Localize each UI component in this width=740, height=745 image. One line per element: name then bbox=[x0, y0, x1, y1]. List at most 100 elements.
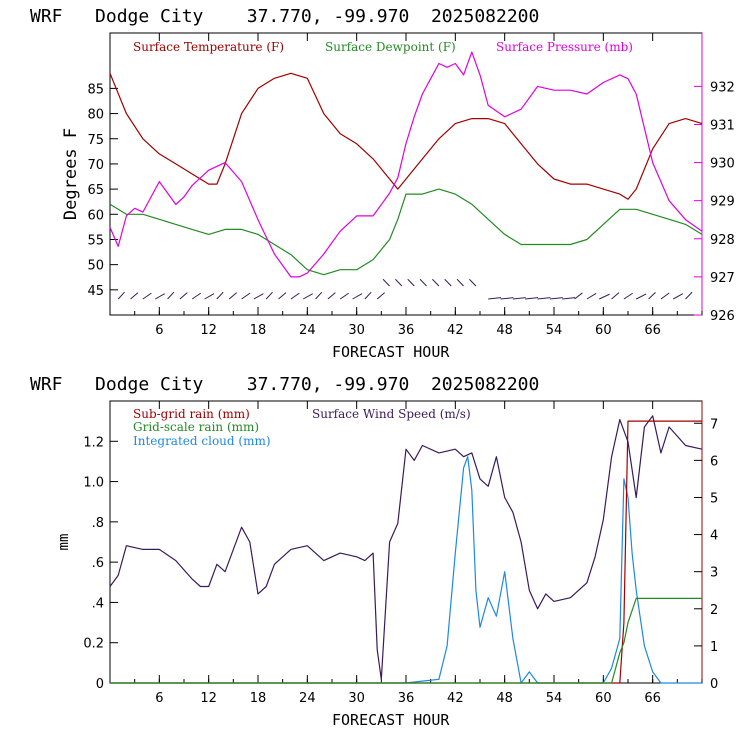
top-x-ticks: 6 12 18 24 30 36 42 48 54 60 66 bbox=[109, 33, 703, 338]
wind-barb bbox=[525, 297, 539, 300]
y-right-tick-label: 6 bbox=[710, 454, 718, 469]
y-tick-label: .6 bbox=[92, 556, 104, 571]
wind-barb bbox=[130, 292, 139, 300]
wind-barb bbox=[278, 292, 287, 300]
top-y-right-ticks: 926 927 928 929 930 931 932 bbox=[694, 80, 735, 324]
top-y-left-ticks: 45 50 55 60 65 70 75 80 85 bbox=[87, 82, 118, 299]
y-tick-label: .4 bbox=[92, 596, 104, 611]
bottom-chart: WRF Dodge City 37.770, -99.970 202508220… bbox=[30, 374, 718, 729]
wind-barb bbox=[241, 292, 251, 300]
series-line-grid-scale-rain-mm bbox=[110, 597, 702, 684]
y-right-tick-label: 2 bbox=[710, 603, 718, 618]
y-right-tick-label: 928 bbox=[710, 233, 735, 248]
x-tick-label: 30 bbox=[348, 323, 365, 338]
wind-barb bbox=[154, 293, 165, 300]
x-tick-label: 24 bbox=[299, 323, 316, 338]
wind-barb bbox=[549, 297, 563, 300]
x-tick-label: 24 bbox=[299, 691, 316, 706]
wind-barb bbox=[265, 291, 273, 300]
x-tick-label: 6 bbox=[155, 323, 163, 338]
x-tick-label: 60 bbox=[595, 323, 612, 338]
y-tick-label: 1.2 bbox=[83, 435, 104, 450]
wind-barb bbox=[562, 297, 576, 300]
y-right-tick-label: 7 bbox=[710, 417, 718, 432]
y-tick-label: 0 bbox=[96, 677, 104, 692]
wind-barb bbox=[191, 292, 202, 300]
wind-barb bbox=[382, 278, 390, 287]
bottom-y-left-ticks: 0 0.2 .4 .6 .8 1.0 1.2 bbox=[83, 435, 118, 692]
series-line-sub-grid-rain-mm bbox=[110, 420, 702, 684]
y-right-tick-label: 927 bbox=[710, 271, 735, 286]
y-tick-label: 45 bbox=[87, 284, 104, 299]
x-tick-label: 60 bbox=[595, 691, 612, 706]
series-line-surface-wind-speed-m-s bbox=[109, 415, 703, 680]
bottom-series-lines bbox=[109, 415, 703, 684]
y-tick-label: 50 bbox=[87, 259, 104, 274]
y-tick-label: 80 bbox=[87, 108, 104, 123]
x-tick-label: 54 bbox=[546, 323, 563, 338]
legend-surface-wind-speed: Surface Wind Speed (m/s) bbox=[312, 407, 471, 421]
y-right-tick-label: 5 bbox=[710, 491, 718, 506]
legend-integrated-cloud: Integrated cloud (mm) bbox=[133, 434, 271, 448]
wind-barb bbox=[500, 297, 514, 300]
wind-barb bbox=[432, 278, 440, 287]
legend-subgrid-rain: Sub-grid rain (mm) bbox=[133, 407, 250, 421]
wind-barb bbox=[216, 291, 224, 300]
wind-barb bbox=[407, 278, 415, 287]
wind-barb bbox=[456, 278, 464, 287]
y-tick-label: 55 bbox=[87, 233, 104, 248]
wind-barb bbox=[364, 291, 372, 300]
x-tick-label: 48 bbox=[496, 323, 513, 338]
top-chart: WRF Dodge City 37.770, -99.970 202508220… bbox=[30, 6, 735, 361]
wind-barb bbox=[142, 292, 152, 300]
wind-barb bbox=[537, 297, 551, 300]
x-tick-label: 18 bbox=[250, 323, 267, 338]
wind-barb bbox=[635, 293, 647, 300]
wind-barb bbox=[469, 278, 477, 287]
legend-surface-dewpoint: Surface Dewpoint (F) bbox=[325, 40, 456, 54]
wind-barb bbox=[586, 293, 597, 300]
series-line-surface-pressure-mb bbox=[109, 51, 703, 278]
x-tick-label: 36 bbox=[398, 691, 415, 706]
wind-barb bbox=[376, 292, 386, 300]
wind-barb bbox=[599, 293, 610, 300]
x-tick-label: 42 bbox=[447, 323, 464, 338]
bottom-x-axis-label: FORECAST HOUR bbox=[332, 711, 450, 729]
x-tick-label: 66 bbox=[644, 691, 661, 706]
y-tick-label: 65 bbox=[87, 183, 104, 198]
wind-barb bbox=[444, 278, 452, 287]
wind-barb bbox=[623, 292, 633, 300]
top-x-axis-label: FORECAST HOUR bbox=[332, 343, 450, 361]
wind-barb bbox=[179, 292, 188, 300]
bottom-chart-title: WRF Dodge City 37.770, -99.970 202508220… bbox=[30, 374, 539, 395]
wind-barb bbox=[302, 293, 313, 300]
wind-barb bbox=[685, 291, 693, 300]
y-tick-label: 1.0 bbox=[83, 476, 104, 491]
wind-barb bbox=[290, 292, 300, 300]
wind-barb bbox=[672, 293, 684, 300]
y-tick-label: 70 bbox=[87, 158, 104, 173]
x-tick-label: 66 bbox=[644, 323, 661, 338]
top-series-lines bbox=[109, 51, 703, 278]
x-tick-label: 54 bbox=[546, 691, 563, 706]
y-right-tick-label: 4 bbox=[710, 529, 718, 544]
x-tick-label: 36 bbox=[398, 323, 415, 338]
legend-surface-pressure: Surface Pressure (mb) bbox=[496, 40, 633, 54]
wind-barb bbox=[117, 291, 125, 300]
wind-barb bbox=[660, 292, 670, 300]
top-chart-title: WRF Dodge City 37.770, -99.970 202508220… bbox=[30, 6, 539, 27]
wind-barb bbox=[228, 292, 238, 300]
bottom-y-axis-label: mm bbox=[56, 534, 72, 551]
series-line-surface-temperature-f bbox=[109, 72, 703, 200]
wind-barb bbox=[352, 293, 363, 300]
y-right-tick-label: 1 bbox=[710, 640, 718, 655]
y-tick-label: 75 bbox=[87, 133, 104, 148]
top-plot-frame bbox=[109, 32, 703, 316]
top-y-axis-label: Degrees F bbox=[61, 128, 81, 220]
x-tick-label: 6 bbox=[155, 691, 163, 706]
legend-gridscale-rain: Grid-scale rain (mm) bbox=[133, 420, 259, 434]
wind-barb bbox=[419, 278, 427, 287]
wind-barb bbox=[339, 292, 350, 300]
y-right-tick-label: 3 bbox=[710, 566, 718, 581]
